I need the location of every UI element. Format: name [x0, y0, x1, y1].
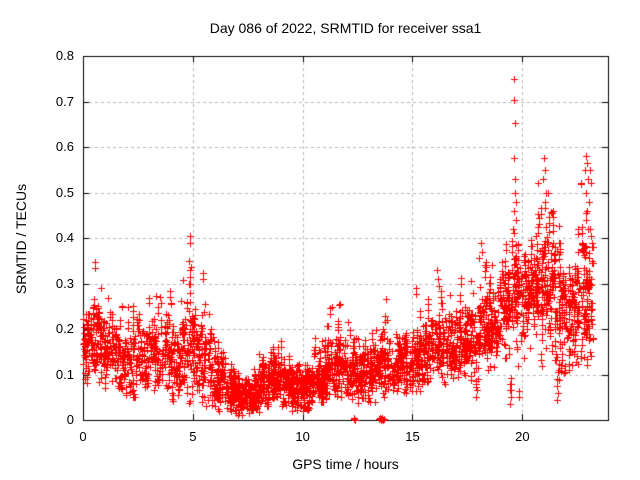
- x-tick-label: 10: [295, 429, 310, 444]
- x-tick-label: 0: [79, 429, 87, 444]
- chart-title: Day 086 of 2022, SRMTID for receiver ssa…: [209, 20, 482, 36]
- x-tick-label: 5: [189, 429, 197, 444]
- y-tick-label: 0.4: [55, 230, 74, 245]
- y-tick-label: 0.7: [55, 93, 74, 109]
- y-tick-label: 0: [66, 412, 74, 427]
- x-tick-label: 15: [405, 429, 420, 444]
- y-tick-label: 0.6: [55, 139, 74, 154]
- y-tick-label: 0.3: [55, 275, 74, 291]
- y-tick-label: 0.8: [55, 48, 74, 63]
- x-axis-label: GPS time / hours: [292, 456, 399, 472]
- y-tick-label: 0.1: [55, 366, 74, 382]
- y-tick-label: 0.5: [55, 184, 74, 200]
- y-tick-label: 0.2: [55, 321, 74, 336]
- x-tick-label: 20: [515, 429, 530, 444]
